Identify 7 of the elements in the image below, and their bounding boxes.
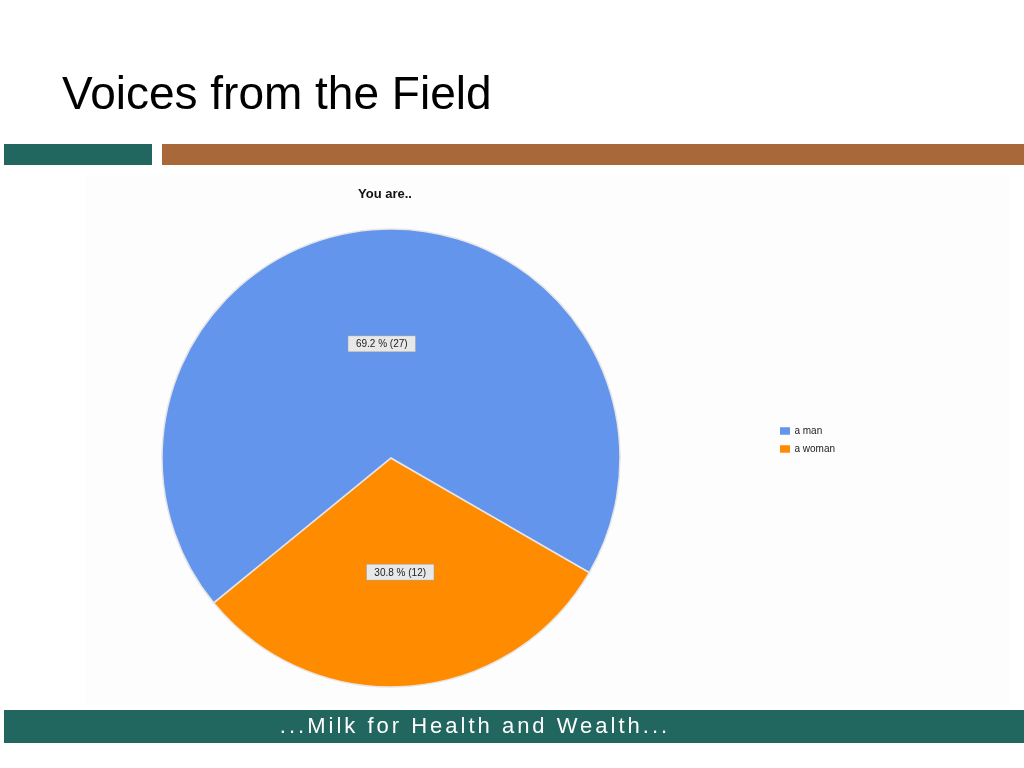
data-label: 30.8 % (12): [374, 566, 427, 578]
legend-label: a man: [794, 425, 823, 436]
text: ...Milk for Health and Wealth...: [278, 713, 672, 739]
chart-title: Voices from the Field: [62, 66, 492, 120]
data-label: 69.2 % (27): [355, 338, 408, 350]
chart-subtitle: You are..: [357, 186, 413, 201]
legend-label: a woman: [794, 443, 835, 454]
